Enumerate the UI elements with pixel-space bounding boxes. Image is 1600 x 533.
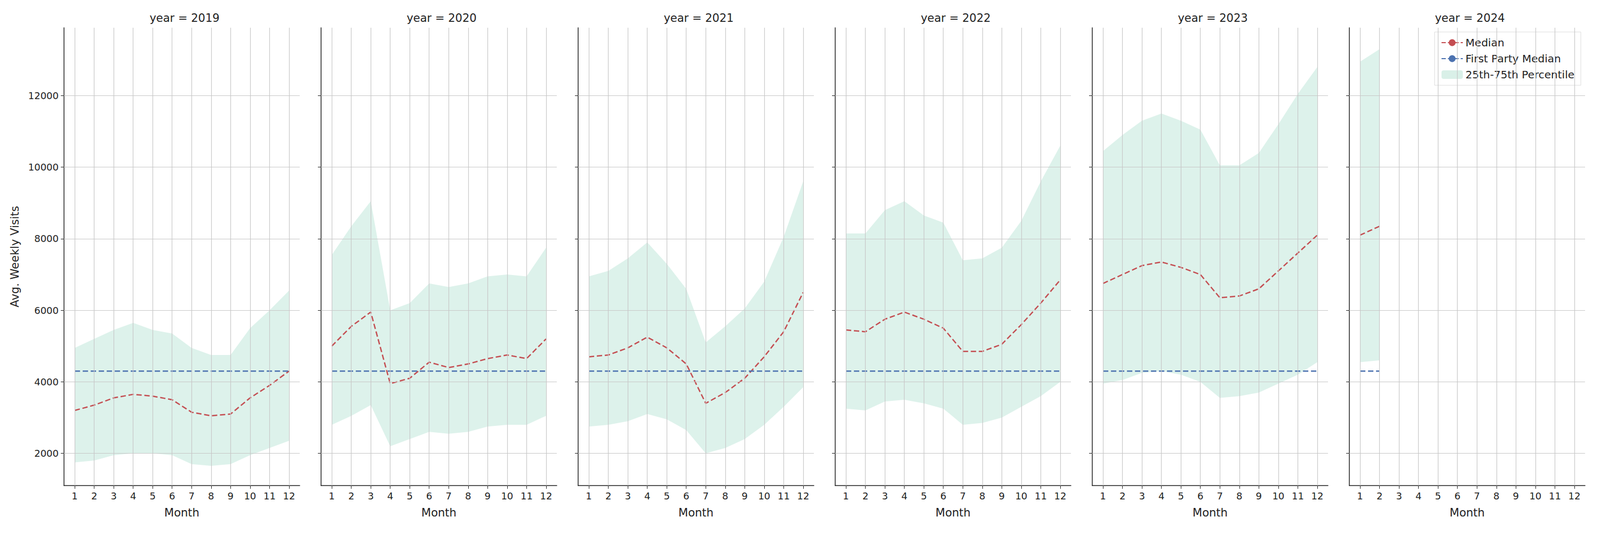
- svg-text:11: 11: [1291, 490, 1304, 502]
- svg-text:10: 10: [1529, 490, 1542, 502]
- svg-text:Median: Median: [1465, 36, 1505, 50]
- svg-text:5: 5: [1434, 490, 1441, 502]
- svg-text:9: 9: [484, 490, 491, 502]
- svg-text:12: 12: [539, 490, 552, 502]
- svg-text:2000: 2000: [34, 448, 59, 460]
- svg-text:1: 1: [328, 490, 335, 502]
- svg-text:6: 6: [169, 490, 175, 502]
- svg-text:8: 8: [465, 490, 471, 502]
- svg-text:2: 2: [605, 490, 612, 502]
- svg-text:4: 4: [387, 490, 394, 502]
- svg-text:10: 10: [500, 490, 514, 502]
- svg-text:8: 8: [208, 490, 214, 502]
- svg-text:9: 9: [227, 490, 234, 502]
- svg-text:11: 11: [777, 490, 790, 502]
- svg-text:4: 4: [1158, 490, 1165, 502]
- svg-text:9: 9: [1256, 490, 1262, 502]
- svg-text:4: 4: [901, 490, 908, 502]
- svg-text:Month: Month: [935, 506, 971, 520]
- svg-text:7: 7: [188, 490, 195, 502]
- svg-text:2: 2: [91, 490, 98, 502]
- svg-text:8: 8: [722, 490, 728, 502]
- svg-text:6: 6: [940, 490, 947, 502]
- svg-text:1: 1: [71, 490, 78, 502]
- svg-text:12: 12: [282, 490, 295, 502]
- svg-text:Month: Month: [164, 506, 200, 520]
- svg-text:7: 7: [702, 490, 709, 502]
- svg-text:1: 1: [1356, 490, 1363, 502]
- svg-text:First Party Median: First Party Median: [1465, 52, 1562, 66]
- svg-text:1: 1: [842, 490, 849, 502]
- svg-text:11: 11: [263, 490, 276, 502]
- svg-text:2: 2: [1119, 490, 1126, 502]
- svg-text:6: 6: [1454, 490, 1461, 502]
- svg-text:year = 2024: year = 2024: [1434, 11, 1505, 25]
- svg-text:6000: 6000: [34, 305, 59, 317]
- svg-text:Month: Month: [1449, 506, 1485, 520]
- svg-text:Month: Month: [1192, 506, 1228, 520]
- svg-text:1: 1: [585, 490, 592, 502]
- svg-text:10: 10: [1272, 490, 1285, 502]
- svg-text:3: 3: [1138, 490, 1145, 502]
- svg-text:12: 12: [1568, 490, 1581, 502]
- svg-text:6: 6: [683, 490, 690, 502]
- svg-text:9: 9: [998, 490, 1005, 502]
- svg-text:8000: 8000: [34, 233, 59, 245]
- svg-text:3: 3: [110, 490, 117, 502]
- svg-text:2: 2: [862, 490, 869, 502]
- svg-text:7: 7: [960, 490, 966, 502]
- svg-text:10000: 10000: [28, 161, 59, 173]
- svg-text:year = 2021: year = 2021: [663, 11, 734, 25]
- svg-text:9: 9: [1513, 490, 1519, 502]
- svg-text:3: 3: [1395, 490, 1402, 502]
- svg-text:7: 7: [1217, 490, 1223, 502]
- svg-text:7: 7: [445, 490, 452, 502]
- svg-text:8: 8: [1493, 490, 1500, 502]
- svg-text:3: 3: [367, 490, 374, 502]
- svg-text:12: 12: [1310, 490, 1324, 502]
- svg-text:7: 7: [1474, 490, 1480, 502]
- svg-text:10: 10: [757, 490, 771, 502]
- svg-text:8: 8: [979, 490, 986, 502]
- svg-text:25th-75th Percentile: 25th-75th Percentile: [1465, 68, 1575, 82]
- svg-text:year = 2019: year = 2019: [149, 11, 220, 25]
- svg-text:12: 12: [1053, 490, 1067, 502]
- svg-text:8: 8: [1236, 490, 1243, 502]
- svg-text:1: 1: [1099, 490, 1106, 502]
- svg-text:6: 6: [1197, 490, 1204, 502]
- svg-text:12000: 12000: [28, 90, 59, 102]
- svg-text:2: 2: [348, 490, 355, 502]
- svg-text:2: 2: [1376, 490, 1383, 502]
- svg-text:5: 5: [149, 490, 156, 502]
- svg-text:Month: Month: [421, 506, 457, 520]
- svg-text:11: 11: [520, 490, 533, 502]
- svg-text:5: 5: [406, 490, 413, 502]
- svg-text:Month: Month: [678, 506, 714, 520]
- svg-text:4: 4: [644, 490, 651, 502]
- svg-text:year = 2023: year = 2023: [1177, 11, 1248, 25]
- svg-text:6: 6: [426, 490, 432, 502]
- svg-text:3: 3: [881, 490, 888, 502]
- svg-text:5: 5: [663, 490, 670, 502]
- svg-text:10: 10: [1014, 490, 1028, 502]
- svg-text:9: 9: [741, 490, 748, 502]
- svg-text:3: 3: [624, 490, 631, 502]
- svg-text:year = 2020: year = 2020: [406, 11, 477, 25]
- svg-text:5: 5: [1177, 490, 1184, 502]
- svg-text:11: 11: [1548, 490, 1562, 502]
- svg-text:11: 11: [1034, 490, 1047, 502]
- svg-text:Avg. Weekly Visits: Avg. Weekly Visits: [8, 205, 22, 308]
- svg-text:year = 2022: year = 2022: [920, 11, 991, 25]
- svg-text:4000: 4000: [34, 376, 59, 388]
- svg-text:4: 4: [1415, 490, 1422, 502]
- svg-text:10: 10: [243, 490, 256, 502]
- svg-text:12: 12: [796, 490, 810, 502]
- svg-text:5: 5: [920, 490, 927, 502]
- svg-text:4: 4: [130, 490, 136, 502]
